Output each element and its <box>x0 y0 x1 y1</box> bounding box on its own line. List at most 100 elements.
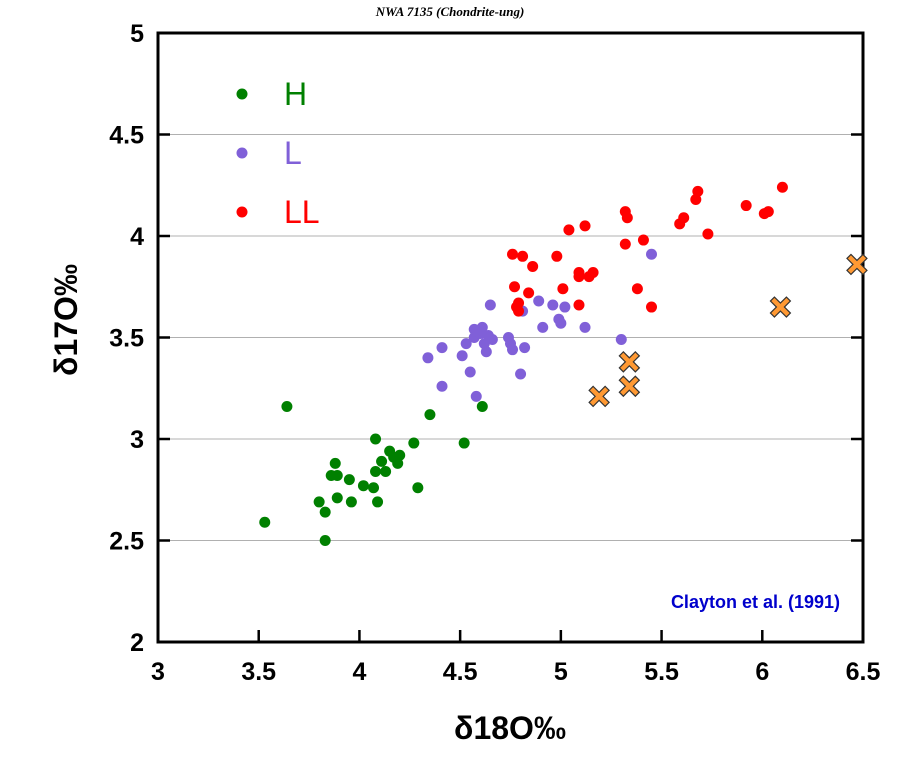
data-point-l <box>486 334 498 346</box>
data-point-ll <box>621 212 633 224</box>
data-point-h <box>345 496 357 508</box>
data-point-h <box>458 437 470 449</box>
data-point-l <box>555 317 567 329</box>
x-tick-label: 4 <box>352 658 366 686</box>
x-tick-label: 3 <box>151 658 165 686</box>
data-point-ll <box>619 238 631 250</box>
data-point-l <box>476 321 488 333</box>
y-tick-label: 4.5 <box>109 122 144 150</box>
data-point-ll <box>527 260 539 272</box>
data-point-l <box>537 321 549 333</box>
legend-marker-ll <box>236 206 248 218</box>
data-point-l <box>547 299 559 311</box>
source-annotation: Clayton et al. (1991) <box>671 592 840 612</box>
data-point-ll <box>637 234 649 246</box>
data-point-ll <box>740 200 752 212</box>
data-point-l <box>519 342 531 354</box>
chart-title: NWA 7135 (Chondrite-ung) <box>375 4 525 19</box>
data-point-ll <box>692 185 704 197</box>
data-point-l <box>533 295 545 307</box>
x-tick-label: 6 <box>755 658 769 686</box>
data-point-l <box>436 342 448 354</box>
data-point-h <box>331 470 343 482</box>
data-point-h <box>370 465 382 477</box>
data-point-l <box>646 248 657 260</box>
data-point-h <box>408 437 420 449</box>
data-point-ll <box>563 224 575 236</box>
data-point-ll <box>551 250 563 262</box>
data-point-ll <box>557 283 569 295</box>
data-point-ll <box>678 212 690 224</box>
legend-label-h: H <box>284 76 307 112</box>
data-point-ll <box>513 305 525 317</box>
data-point-l <box>559 301 571 313</box>
data-point-ll <box>523 287 535 299</box>
y-tick-label: 3.5 <box>109 325 144 353</box>
data-point-h <box>319 535 331 546</box>
x-axis-label: δ18O‰ <box>454 710 566 746</box>
legend-label-l: L <box>284 135 302 171</box>
data-point-ll <box>507 248 519 260</box>
data-point-h <box>281 401 293 413</box>
legend-marker-l <box>236 147 248 159</box>
data-point-h <box>376 455 388 467</box>
y-tick-label: 2 <box>130 629 144 657</box>
data-point-h <box>412 482 424 494</box>
data-point-l <box>422 352 434 364</box>
y-axis-label: δ17O‰ <box>48 264 84 376</box>
data-point-h <box>329 457 341 469</box>
data-point-h <box>370 433 382 445</box>
data-point-h <box>372 496 384 508</box>
data-point-ll <box>509 281 521 293</box>
data-point-l <box>464 366 476 378</box>
data-point-l <box>615 334 627 346</box>
data-point-x-marker <box>769 296 792 318</box>
legend-marker-h <box>236 88 248 100</box>
data-point-ll <box>587 267 599 279</box>
data-point-h <box>343 474 355 486</box>
data-point-h <box>380 465 392 477</box>
data-point-h <box>313 496 325 508</box>
data-point-l <box>507 344 519 356</box>
y-tick-label: 3 <box>130 426 144 454</box>
data-point-x-marker <box>618 375 641 398</box>
data-point-x-marker <box>618 351 641 373</box>
data-point-h <box>394 449 406 461</box>
data-point-ll <box>517 250 529 262</box>
data-point-ll <box>631 283 643 295</box>
data-point-h <box>319 506 331 518</box>
x-tick-label: 3.5 <box>241 658 276 686</box>
data-point-ll <box>646 301 657 313</box>
data-point-h <box>331 492 343 504</box>
x-tick-label: 5 <box>554 658 568 686</box>
data-point-x-marker <box>588 385 610 408</box>
data-point-h <box>368 482 380 494</box>
x-tick-label: 6.5 <box>846 658 881 686</box>
data-point-ll <box>573 271 585 283</box>
data-point-l <box>484 299 496 311</box>
data-point-l <box>436 380 448 392</box>
data-point-h <box>259 516 271 528</box>
data-point-ll <box>573 299 585 311</box>
x-tick-label: 5.5 <box>644 658 679 686</box>
data-point-l <box>470 390 482 402</box>
data-point-ll <box>762 206 774 218</box>
data-point-ll <box>776 181 788 193</box>
y-tick-label: 5 <box>130 20 144 48</box>
legend-label-ll: LL <box>284 194 320 230</box>
data-point-h <box>424 409 436 421</box>
data-point-ll <box>702 228 714 240</box>
data-point-ll <box>513 297 525 309</box>
x-tick-label: 4.5 <box>443 658 478 686</box>
data-point-l <box>456 350 468 362</box>
data-point-l <box>515 368 527 380</box>
data-point-h <box>476 401 488 413</box>
data-point-ll <box>579 220 591 232</box>
data-point-l <box>579 321 591 333</box>
data-point-l <box>460 338 472 350</box>
y-tick-label: 4 <box>130 223 144 251</box>
data-point-h <box>357 480 369 492</box>
data-point-x-marker <box>846 253 868 276</box>
data-point-l <box>480 346 492 358</box>
